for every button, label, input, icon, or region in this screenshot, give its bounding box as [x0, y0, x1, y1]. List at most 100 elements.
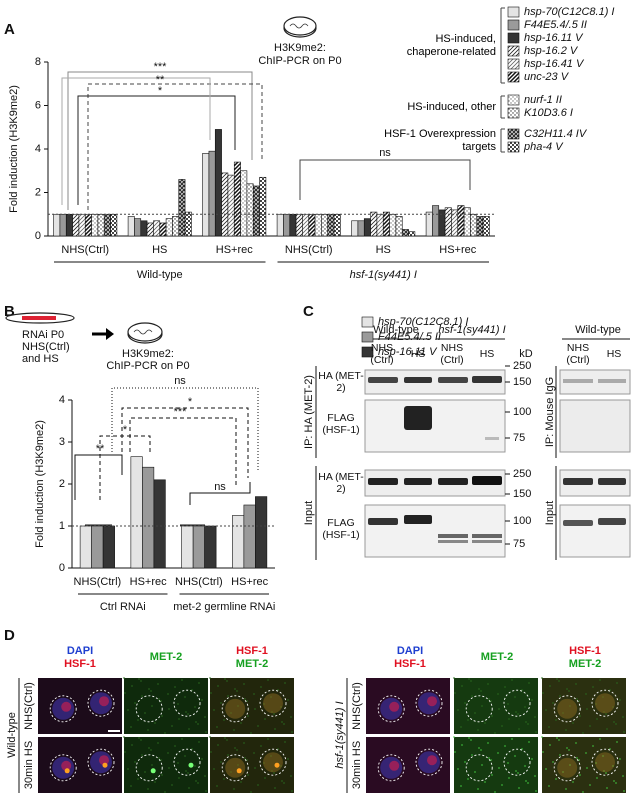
speckle — [599, 738, 601, 740]
speckle — [191, 748, 193, 750]
side-label: Input — [303, 501, 315, 525]
speckle — [291, 731, 293, 733]
legend-swatch — [507, 45, 520, 57]
speckle — [471, 754, 473, 756]
speckle — [290, 716, 292, 718]
group-label: hsf-1(sy441) I — [350, 269, 417, 281]
speckle — [191, 689, 193, 691]
bar — [127, 216, 135, 237]
legend-label: unc-23 V — [524, 71, 570, 83]
speckle — [216, 726, 218, 728]
speckle — [576, 757, 578, 759]
speckle — [281, 780, 283, 782]
nucleus-outline — [49, 754, 77, 782]
speckle — [521, 748, 523, 750]
sig-brackets — [61, 71, 471, 210]
x-tick-label: NHS(Ctrl) — [61, 244, 109, 256]
speckle — [148, 688, 150, 690]
speckle — [521, 689, 523, 691]
significance-label: ns — [379, 147, 391, 159]
nucleus-outline — [221, 695, 249, 723]
speckle — [511, 679, 513, 681]
nucleus-outline — [415, 748, 443, 776]
speckle — [131, 685, 133, 687]
significance-label: *** — [174, 406, 188, 418]
condition-label: 30min HS — [23, 741, 35, 789]
speckle — [622, 775, 624, 777]
speckle — [274, 728, 276, 730]
speckle — [477, 788, 479, 790]
speckle — [130, 785, 132, 787]
bar — [153, 479, 166, 569]
y-tick-label: 4 — [35, 143, 41, 155]
speckle — [575, 742, 577, 744]
speckle — [243, 683, 245, 685]
speckle — [254, 708, 256, 710]
speckle — [517, 713, 519, 715]
nucleus-outline — [173, 748, 201, 776]
blot-header: Wild-type — [373, 324, 419, 336]
x-tick-label: HS+rec — [216, 244, 253, 256]
significance-label: * — [158, 85, 163, 97]
speckle — [552, 761, 554, 763]
schematic-text: RNAi P0 — [22, 329, 64, 341]
speckle — [490, 759, 492, 761]
speckle — [515, 770, 517, 772]
speckle — [150, 749, 152, 751]
speckle — [217, 685, 219, 687]
dish-icon — [283, 16, 317, 38]
legend-swatch — [361, 316, 374, 328]
speckle — [548, 785, 550, 787]
bar — [252, 185, 260, 237]
speckle — [582, 791, 584, 793]
speckle — [535, 790, 537, 792]
speckle — [609, 748, 611, 750]
legend-swatch — [507, 32, 520, 44]
speckle — [460, 785, 462, 787]
speckle — [217, 744, 219, 746]
speckle — [504, 686, 506, 688]
speckle — [194, 706, 196, 708]
speckle — [164, 732, 166, 734]
row-label: FLAG (HSF-1) — [322, 412, 360, 436]
speckle — [154, 722, 156, 724]
speckle — [287, 758, 289, 760]
bar — [227, 174, 235, 237]
speckle — [548, 726, 550, 728]
speckle — [490, 700, 492, 702]
nucleus-outline — [221, 754, 249, 782]
speckle — [531, 699, 533, 701]
bar — [321, 213, 329, 237]
speckle — [198, 741, 200, 743]
bar — [283, 213, 291, 237]
speckle — [585, 693, 587, 695]
channel-label: MET-2 — [236, 658, 268, 670]
sig-brackets — [74, 387, 259, 526]
bar — [214, 129, 222, 237]
speckle — [478, 688, 480, 690]
nucleus-signal — [61, 701, 72, 712]
speckle — [504, 745, 506, 747]
speckle — [177, 762, 179, 764]
speckle — [197, 782, 199, 784]
speckle — [461, 744, 463, 746]
bar — [146, 222, 154, 237]
legend-label: F44E5.4/.5 II — [524, 19, 587, 31]
significance-label: ** — [156, 74, 165, 86]
legend-label: C32H11.4 IV — [524, 128, 588, 140]
bar — [240, 170, 248, 237]
group-label: Ctrl RNAi — [100, 601, 146, 613]
bar — [314, 213, 322, 237]
speckle — [572, 781, 574, 783]
legend-label: hsp-16.2 V — [524, 45, 579, 57]
speckle — [514, 755, 516, 757]
side-label: IP: Mouse IgG — [544, 377, 556, 447]
speckle — [144, 771, 146, 773]
speckle — [498, 708, 500, 710]
bar — [110, 213, 118, 237]
speckle — [178, 777, 180, 779]
channel-label: HSF-1 — [569, 645, 601, 657]
speckle — [177, 703, 179, 705]
speckle — [134, 761, 136, 763]
bar — [363, 218, 371, 237]
